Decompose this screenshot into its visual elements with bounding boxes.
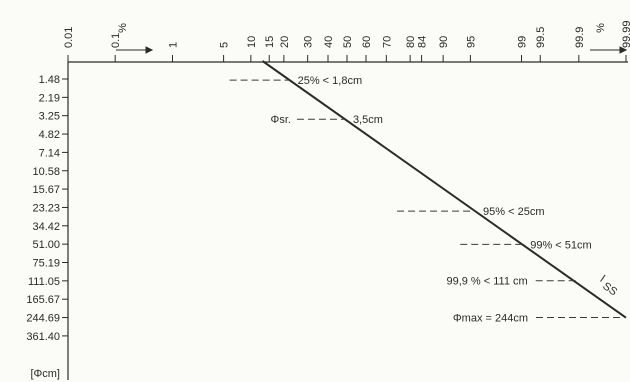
x-tick-label: 99.5 (535, 27, 547, 48)
y-tick-label: 244.69 (26, 313, 60, 325)
y-tick-label: 111.05 (28, 276, 60, 288)
x-tick-label: 90 (438, 36, 450, 48)
x-tick-label: 99.99 (621, 20, 630, 48)
x-tick-label: 50 (342, 36, 354, 48)
y-tick-label: 1.48 (39, 74, 60, 86)
x-tick-label: 5 (219, 42, 231, 48)
x-tick-label: 60 (361, 36, 373, 48)
x-axis-unit-label-right: % (595, 23, 607, 33)
x-tick-label: 0.01 (63, 27, 75, 48)
cumulative-distribution-line (261, 60, 627, 319)
x-axis-unit-label-left: % (117, 23, 129, 33)
y-tick-label: 2.19 (39, 92, 60, 104)
annotation-label: 99% < 51cm (530, 239, 591, 251)
y-tick-label: 7.14 (39, 147, 60, 159)
x-tick-label: 99.9 (574, 27, 586, 48)
y-tick-label: 4.82 (39, 129, 60, 141)
x-tick-label: 10 (246, 36, 258, 48)
annotation-label: 95% < 25cm (483, 206, 544, 218)
y-tick-label: 34.42 (32, 221, 60, 233)
series-label-tick (600, 274, 606, 282)
x-axis-arrow-left-head (145, 46, 154, 54)
y-tick-label: 15.67 (32, 184, 60, 196)
annotation-label: 25% < 1,8cm (298, 75, 363, 87)
x-axis-arrow-right-head (619, 46, 628, 54)
annotation-layer: 25% < 1,8cm Φsr. 3,5cm 95% < 25cm 99% < 51cm… (229, 75, 626, 325)
x-tick-label: 15 (264, 36, 276, 48)
x-axis-units: % % (116, 23, 628, 54)
x-tick-label: 40 (323, 36, 335, 48)
x-tick-label: 80 (405, 36, 417, 48)
x-tick-label: 95 (465, 36, 477, 48)
x-tick-label: 70 (381, 36, 393, 48)
annotation-label: Φmax = 244cm (453, 313, 528, 325)
annotation-label: 99,9 % < 111 cm (446, 276, 527, 288)
x-tick-label: 99 (517, 36, 529, 48)
annotation-label-right: 3,5cm (353, 114, 383, 126)
annotation-label-left: Φsr. (271, 114, 291, 126)
y-axis-ticks: 1.48 2.19 3.25 4.82 7.14 10.58 15.67 23.23 34.42… (26, 74, 68, 343)
x-tick-label: 1 (167, 42, 179, 48)
series-layer: SS (261, 60, 627, 319)
y-tick-label: 23.23 (32, 202, 60, 214)
y-tick-label: 361.40 (26, 331, 60, 343)
y-tick-label: 75.19 (32, 258, 60, 270)
x-tick-label: 84 (417, 36, 429, 48)
chart-axes (67, 61, 628, 380)
x-tick-label: 20 (279, 36, 291, 48)
x-tick-label: 30 (303, 36, 315, 48)
x-axis-ticks: 0.01 0.1 1 5 10 15 20 30 40 50 60 70 80 84 90 95 99 99.5 9… (63, 20, 630, 62)
series-label: SS (600, 280, 619, 298)
y-tick-label: 51.00 (32, 239, 60, 251)
y-tick-label: 10.58 (32, 166, 60, 178)
y-tick-label: 3.25 (39, 111, 60, 123)
y-axis-unit-label: [Φcm] (30, 368, 60, 380)
y-tick-label: 165.67 (26, 294, 60, 306)
x-tick-label: 0.1 (110, 33, 122, 48)
